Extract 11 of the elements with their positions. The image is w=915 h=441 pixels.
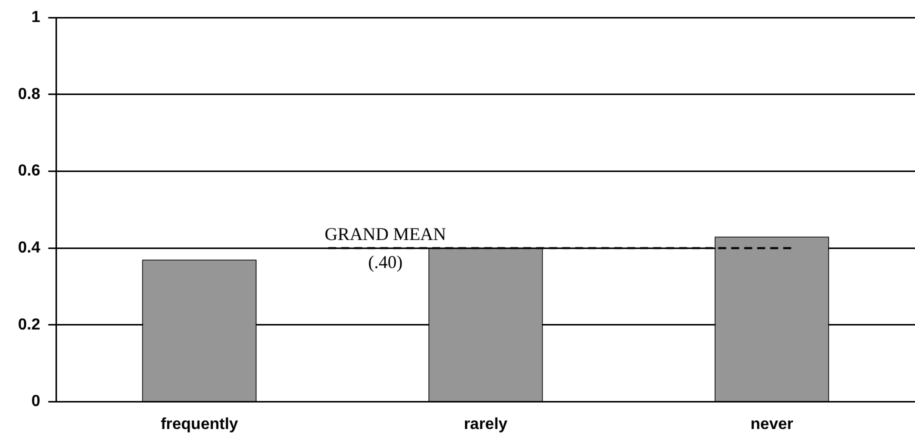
y-tick-label: 0.6 — [18, 162, 40, 180]
ref-line-label: GRAND MEAN — [324, 224, 446, 244]
annotation: (.40) — [368, 252, 403, 272]
x-tick-label: frequently — [160, 416, 238, 433]
x-tick-label: never — [750, 416, 794, 433]
y-tick-label: 0.2 — [18, 316, 40, 334]
y-tick-label: 0 — [31, 393, 40, 410]
y-tick-label: 0.4 — [18, 240, 40, 257]
y-tick-label: 0.8 — [18, 86, 40, 103]
x-tick-label: rarely — [464, 416, 508, 433]
y-tick-label: 1 — [31, 9, 40, 26]
